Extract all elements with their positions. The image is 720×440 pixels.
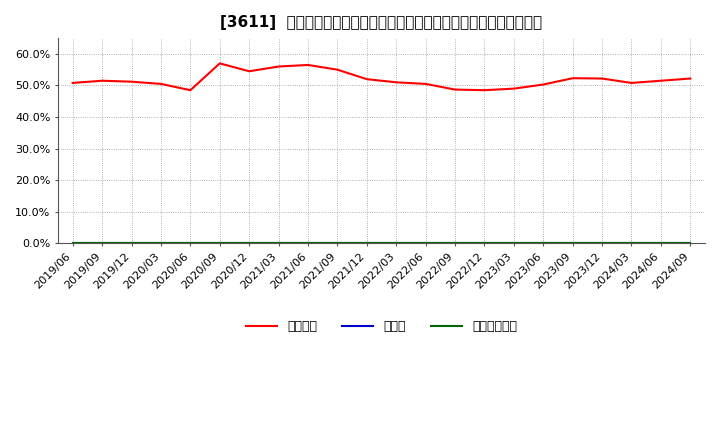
- 繰延税金資産: [568, 241, 577, 246]
- のれん: [568, 241, 577, 246]
- のれん: [686, 241, 695, 246]
- のれん: [657, 241, 665, 246]
- 繰延税金資産: [274, 241, 283, 246]
- のれん: [186, 241, 194, 246]
- のれん: [539, 241, 548, 246]
- 自己資本: [657, 78, 665, 83]
- 自己資本: [627, 81, 636, 86]
- 自己資本: [510, 86, 518, 91]
- 自己資本: [686, 76, 695, 81]
- 繰延税金資産: [68, 241, 77, 246]
- 繰延税金資産: [333, 241, 342, 246]
- 自己資本: [392, 80, 400, 85]
- 繰延税金資産: [98, 241, 107, 246]
- のれん: [421, 241, 430, 246]
- のれん: [215, 241, 224, 246]
- 自己資本: [333, 67, 342, 72]
- 繰延税金資産: [157, 241, 166, 246]
- 自己資本: [274, 64, 283, 69]
- 繰延税金資産: [657, 241, 665, 246]
- 繰延税金資産: [480, 241, 489, 246]
- 繰延税金資産: [127, 241, 136, 246]
- のれん: [362, 241, 371, 246]
- のれん: [392, 241, 400, 246]
- 繰延税金資産: [362, 241, 371, 246]
- 自己資本: [480, 88, 489, 93]
- 繰延税金資産: [686, 241, 695, 246]
- 自己資本: [215, 61, 224, 66]
- 繰延税金資産: [598, 241, 606, 246]
- Title: [3611]  自己資本、のれん、繰延税金資産の総資産に対する比率の推移: [3611] 自己資本、のれん、繰延税金資産の総資産に対する比率の推移: [220, 15, 543, 30]
- 繰延税金資産: [186, 241, 194, 246]
- 自己資本: [539, 82, 548, 87]
- 繰延税金資産: [510, 241, 518, 246]
- のれん: [68, 241, 77, 246]
- 繰延税金資産: [627, 241, 636, 246]
- 自己資本: [68, 81, 77, 86]
- のれん: [333, 241, 342, 246]
- のれん: [451, 241, 459, 246]
- 自己資本: [421, 81, 430, 87]
- 自己資本: [568, 76, 577, 81]
- 自己資本: [304, 62, 312, 68]
- のれん: [480, 241, 489, 246]
- のれん: [157, 241, 166, 246]
- のれん: [598, 241, 606, 246]
- 自己資本: [451, 87, 459, 92]
- Line: 自己資本: 自己資本: [73, 63, 690, 90]
- 繰延税金資産: [421, 241, 430, 246]
- 自己資本: [245, 69, 253, 74]
- 自己資本: [598, 76, 606, 81]
- のれん: [304, 241, 312, 246]
- のれん: [98, 241, 107, 246]
- 繰延税金資産: [451, 241, 459, 246]
- 繰延税金資産: [539, 241, 548, 246]
- 自己資本: [98, 78, 107, 83]
- 繰延税金資産: [304, 241, 312, 246]
- 自己資本: [362, 77, 371, 82]
- 繰延税金資産: [392, 241, 400, 246]
- 自己資本: [157, 81, 166, 87]
- 自己資本: [127, 79, 136, 84]
- のれん: [627, 241, 636, 246]
- のれん: [245, 241, 253, 246]
- 自己資本: [186, 88, 194, 93]
- のれん: [127, 241, 136, 246]
- のれん: [274, 241, 283, 246]
- 繰延税金資産: [215, 241, 224, 246]
- 繰延税金資産: [245, 241, 253, 246]
- のれん: [510, 241, 518, 246]
- Legend: 自己資本, のれん, 繰延税金資産: 自己資本, のれん, 繰延税金資産: [241, 315, 522, 338]
